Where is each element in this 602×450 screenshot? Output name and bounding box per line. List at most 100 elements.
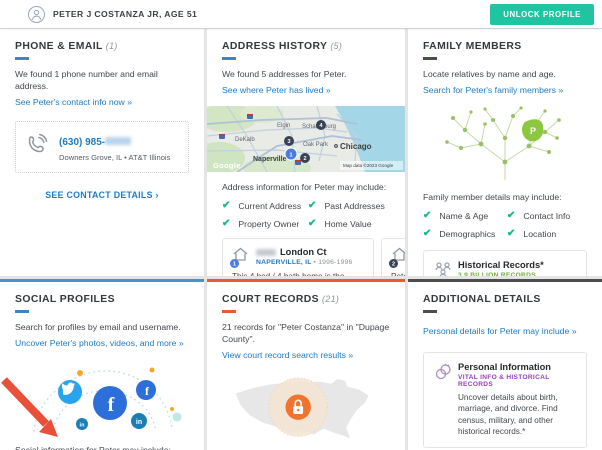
- unlock-profile-button[interactable]: UNLOCK PROFILE: [490, 3, 594, 25]
- svg-text:4: 4: [319, 123, 323, 129]
- redacted-house-number: [256, 249, 276, 257]
- twitter-icon: [58, 380, 82, 405]
- svg-text:2: 2: [303, 156, 306, 162]
- panel-title: ADDITIONAL DETAILS: [423, 294, 541, 305]
- panel-title: FAMILY MEMBERS: [423, 41, 522, 52]
- panel-description: Search for profiles by email and usernam…: [15, 322, 181, 332]
- contact-info-link[interactable]: See Peter's contact info now »: [15, 97, 133, 108]
- map-label-elgin: Elgin: [277, 123, 290, 129]
- check-icon: [222, 201, 230, 211]
- svg-text:2: 2: [392, 262, 395, 268]
- address-map-preview[interactable]: Elgin Schaumburg DeKalb Oak Park Chicago…: [207, 106, 405, 173]
- card-title: Personal Information: [458, 362, 551, 372]
- people-group-icon: [434, 260, 458, 276]
- check-icon: [507, 229, 515, 239]
- panel-description: We found 5 addresses for Peter.: [222, 69, 347, 79]
- court-map-graphic: [222, 369, 390, 450]
- panel-social-profiles: SOCIAL PROFILES Search for profiles by e…: [0, 279, 204, 450]
- map-label-chicago: Chicago: [340, 142, 372, 151]
- check-icon: [423, 211, 431, 221]
- title-accent: [222, 57, 236, 60]
- check-icon: [507, 211, 515, 221]
- linkedin-icon: in: [131, 413, 147, 430]
- family-tree-graphic: P: [423, 104, 587, 182]
- personal-information-card[interactable]: Personal Information VITAL INFO & HISTOR…: [423, 352, 587, 448]
- social-icons-graphic: f f in in: [15, 363, 189, 435]
- map-marker-1: 1: [284, 147, 298, 161]
- svg-text:1: 1: [233, 262, 236, 268]
- check-item: Home Value: [308, 219, 390, 229]
- card-description: Uncover details about birth, marriage, a…: [458, 393, 558, 437]
- check-item: Demographics: [423, 229, 507, 239]
- check-item: Property Owner: [222, 219, 308, 229]
- panel-title: SOCIAL PROFILES: [15, 294, 115, 305]
- panel-family-members: FAMILY MEMBERS Locate relatives by name …: [408, 29, 602, 276]
- check-item: Current Address: [222, 201, 308, 211]
- panel-description: We found 1 phone number and email addres…: [15, 69, 158, 92]
- map-label-naperville: Naperville: [253, 156, 287, 163]
- panel-additional-details: ADDITIONAL DETAILS Personal details for …: [408, 279, 602, 450]
- panel-title: ADDRESS HISTORY (5): [222, 41, 343, 52]
- check-item: Past Addresses: [308, 201, 390, 211]
- facebook-icon-small: f: [136, 380, 156, 401]
- panel-address-history: ADDRESS HISTORY (5) We found 5 addresses …: [207, 29, 405, 276]
- court-results-link[interactable]: View court record search results »: [222, 350, 354, 361]
- social-uncover-link[interactable]: Uncover Peter's photos, videos, and more…: [15, 338, 184, 349]
- profile-name: PETER J COSTANZA JR, AGE 51: [53, 9, 198, 19]
- check-icon: [423, 229, 431, 239]
- address-card-1[interactable]: 1 London Ct NAPERVILLE, IL • 1996-1996 T…: [222, 238, 374, 276]
- address-checklist: Current Address Past Addresses Property …: [222, 201, 390, 229]
- title-accent: [15, 57, 29, 60]
- personal-details-link[interactable]: Personal details for Peter may include »: [423, 326, 577, 336]
- report-grid: PHONE & EMAIL (1) We found 1 phone number…: [0, 29, 602, 450]
- svg-text:P: P: [530, 126, 536, 136]
- svg-text:in: in: [136, 419, 142, 426]
- map-marker-2: 2: [300, 153, 310, 164]
- panel-title: PHONE & EMAIL (1): [15, 41, 118, 52]
- address-cards: 1 London Ct NAPERVILLE, IL • 1996-1996 T…: [222, 238, 405, 276]
- panel-phone-email: PHONE & EMAIL (1) We found 1 phone number…: [0, 29, 204, 276]
- phone-carrier-location: Downers Grove, IL • AT&T Illinois: [59, 153, 171, 163]
- svg-text:f: f: [145, 384, 150, 398]
- include-label: Family member details may include:: [423, 192, 562, 203]
- panel-description: Locate relatives by name and age.: [423, 69, 556, 79]
- rings-icon: [434, 362, 458, 438]
- family-search-link[interactable]: Search for Peter's family members »: [423, 85, 564, 96]
- map-attribution: Map data ©2023 Google: [343, 162, 394, 168]
- phone-card[interactable]: (630) 985- Downers Grove, IL • AT&T Illi…: [15, 121, 189, 174]
- record-count: (5): [330, 41, 343, 51]
- svg-text:3: 3: [287, 139, 290, 145]
- check-item: Contact Info: [507, 211, 587, 221]
- profile-header: PETER J COSTANZA JR, AGE 51 UNLOCK PROFI…: [0, 0, 602, 28]
- records-count: 3.9 BILLION RECORDS: [458, 272, 536, 276]
- check-item: Location: [507, 229, 587, 239]
- linkedin-icon-small: in: [76, 418, 88, 431]
- family-checklist: Name & Age Contact Info Demographics Loc…: [423, 211, 587, 239]
- card-subtitle: VITAL INFO & HISTORICAL RECORDS: [458, 374, 550, 388]
- svg-text:1: 1: [289, 153, 292, 159]
- address-description: Peter moved out in 1992.: [391, 271, 405, 276]
- family-leaf-icon: P: [522, 119, 544, 142]
- include-label: Address information for Peter may includ…: [222, 182, 387, 193]
- map-label-oak-park: Oak Park: [303, 142, 329, 148]
- city-state: NAPERVILLE, IL: [256, 259, 312, 267]
- title-accent: [423, 310, 437, 313]
- svg-text:in: in: [80, 423, 86, 429]
- see-contact-details-link[interactable]: SEE CONTACT DETAILS ›: [45, 190, 159, 201]
- record-count: (21): [322, 294, 340, 304]
- svg-text:f: f: [108, 394, 115, 416]
- map-label-dekalb: DeKalb: [235, 137, 255, 143]
- check-item: Name & Age: [423, 211, 507, 221]
- redacted-phone-suffix: [105, 137, 132, 146]
- google-logo: Google: [213, 161, 241, 170]
- record-count: (1): [105, 41, 118, 51]
- house-icon: 2: [389, 247, 405, 269]
- check-icon: [222, 219, 230, 229]
- address-card-2[interactable]: 2 Woodw WOODRIDGE, IL • Peter moved out …: [381, 238, 405, 276]
- panel-court-records: COURT RECORDS (21) 21 records for "Peter …: [207, 279, 405, 450]
- address-history-link[interactable]: See where Peter has lived »: [222, 85, 331, 96]
- residence-years: • 1996-1996: [313, 259, 353, 267]
- historical-records-card[interactable]: Historical Records* 3.9 BILLION RECORDS …: [423, 250, 587, 276]
- map-marker-3: 3: [284, 136, 294, 147]
- check-icon: [308, 201, 316, 211]
